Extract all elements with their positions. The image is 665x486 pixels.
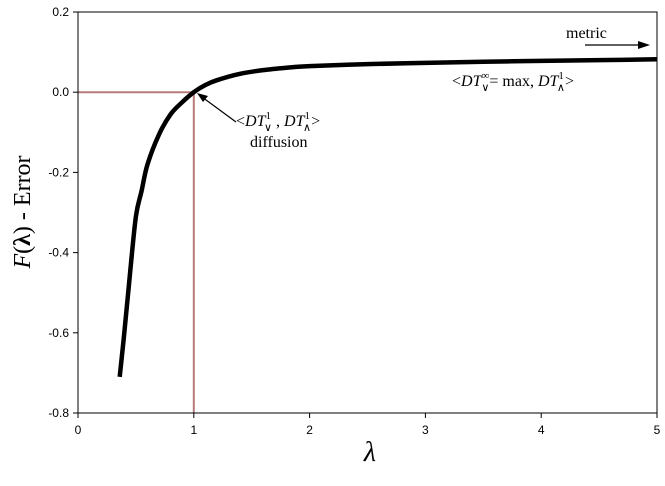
metric-dt2: DT [537, 73, 560, 90]
y-tick-label: 0.2 [52, 5, 69, 19]
x-tick-label: 2 [306, 423, 313, 437]
x-tick-label: 1 [190, 423, 197, 437]
diffusion-sep: , [272, 113, 284, 130]
y-axis-title-paren-open: ( [10, 246, 36, 254]
metric-dt1: DT [460, 73, 483, 90]
y-axis-title-rest: - Error [10, 155, 36, 226]
x-axis-title: λ [363, 437, 376, 468]
metric-eq: = max, [489, 73, 538, 90]
diffusion-open: < [236, 113, 245, 130]
x-axis-ticks: 0 1 2 3 4 5 [75, 413, 661, 437]
diffusion-dt2: DT [283, 113, 306, 130]
metric-close: > [565, 73, 574, 90]
metric-formula: <DT∞ ∨= max, DT1 ∧> [452, 70, 574, 94]
y-tick-label: 0.0 [52, 85, 69, 99]
y-axis-title: F(λ) - Error [10, 155, 36, 269]
x-tick-label: 5 [654, 423, 661, 437]
diffusion-sup2: 1 [305, 110, 311, 122]
axes [77, 11, 658, 414]
y-tick-label: -0.2 [48, 165, 69, 179]
diffusion-annotation: <DT1 ∨ , DT1 ∧> diffusion [197, 93, 320, 151]
diffusion-close: > [311, 113, 320, 130]
metric-sup1: ∞ [481, 70, 489, 82]
diffusion-sub2: ∧ [303, 122, 311, 134]
y-axis-title-f: F [10, 254, 36, 270]
metric-arrow-head [638, 41, 650, 49]
reference-lines [78, 91, 195, 413]
y-tick-label: -0.8 [48, 406, 69, 420]
y-axis-title-lambda: λ [10, 234, 36, 246]
y-tick-label: -0.6 [48, 326, 69, 340]
metric-annotation: metric <DT∞ ∨= max, DT1 ∧> [452, 25, 650, 94]
y-axis-ticks: 0.2 0.0 -0.2 -0.4 -0.6 -0.8 [48, 5, 78, 420]
x-tick-label: 4 [538, 423, 545, 437]
metric-label: metric [566, 25, 607, 42]
metric-open: < [452, 73, 461, 90]
metric-sup2: 1 [558, 70, 564, 82]
diffusion-sub1: ∨ [264, 122, 272, 134]
metric-sub1: ∨ [481, 82, 489, 94]
plot-frame [77, 11, 658, 414]
diffusion-formula: <DT1 ∨ , DT1 ∧> [236, 110, 320, 134]
x-tick-label: 0 [75, 423, 82, 437]
y-axis-title-paren-close: ) [10, 226, 36, 234]
diffusion-arrow-line [201, 96, 237, 123]
diffusion-arrow-head [197, 93, 208, 102]
y-tick-label: -0.4 [48, 246, 69, 260]
diffusion-sup1: 1 [265, 110, 271, 122]
series-line [117, 57, 658, 378]
data-series [117, 57, 658, 378]
diffusion-dt1: DT [244, 113, 267, 130]
diffusion-label: diffusion [250, 134, 307, 151]
metric-sub2: ∧ [557, 82, 565, 94]
x-tick-label: 3 [422, 423, 429, 437]
